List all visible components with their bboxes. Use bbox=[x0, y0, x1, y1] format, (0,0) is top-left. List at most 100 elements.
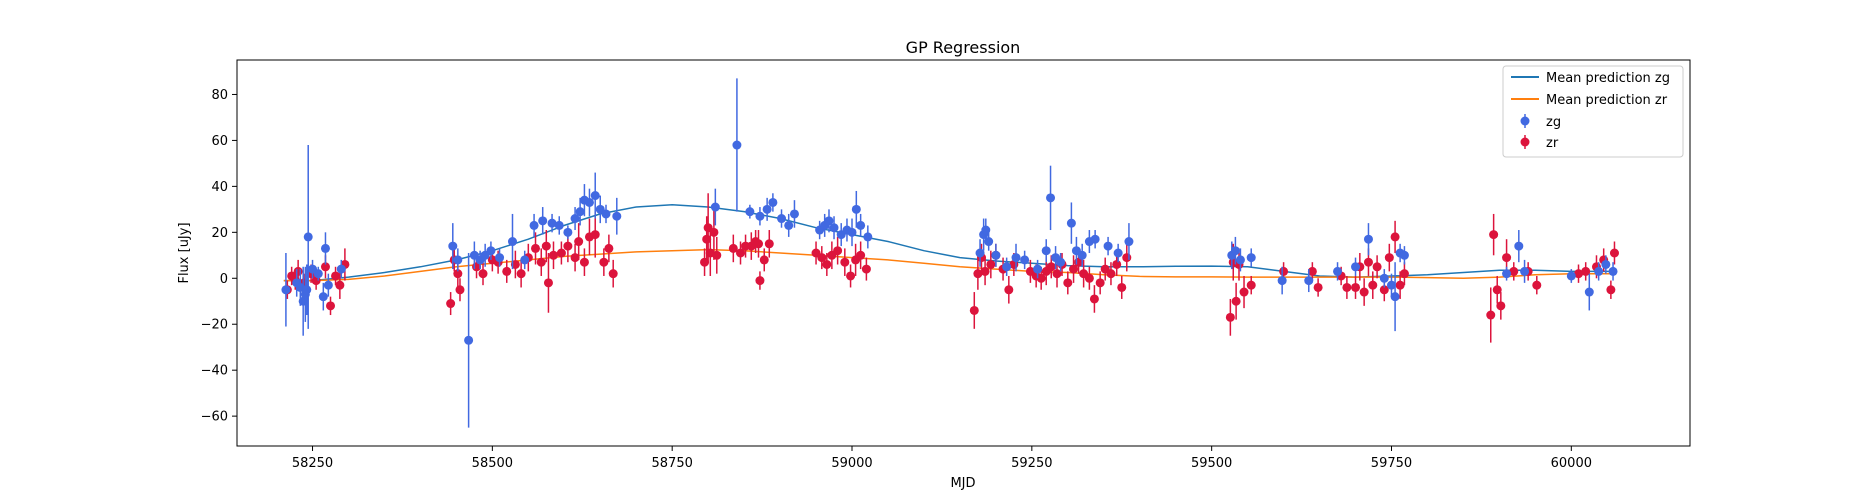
zr-point bbox=[1117, 282, 1127, 292]
zg-point bbox=[495, 253, 505, 263]
x-axis-ticks: 58250 58500 58750 59000 59250 59500 59750 60000 bbox=[292, 446, 1592, 471]
zg-point bbox=[584, 197, 594, 207]
zg-point bbox=[863, 232, 873, 242]
zr-point bbox=[502, 266, 512, 276]
x-tick-label: 59750 bbox=[1371, 456, 1412, 471]
zr-point bbox=[753, 239, 763, 249]
zg-point bbox=[762, 204, 772, 214]
zg-point bbox=[1002, 262, 1012, 272]
zr-point bbox=[1502, 253, 1512, 263]
zg-point bbox=[313, 269, 323, 279]
zg-point bbox=[281, 285, 291, 295]
zr-point bbox=[1486, 310, 1496, 320]
zr-point bbox=[1052, 269, 1062, 279]
zg-point bbox=[336, 264, 346, 274]
zr-point bbox=[563, 241, 573, 251]
legend-label-zr: zr bbox=[1546, 136, 1559, 151]
zg-point bbox=[847, 227, 857, 237]
zg-point bbox=[732, 140, 742, 150]
zg-point bbox=[768, 197, 778, 207]
zr-point bbox=[822, 259, 832, 269]
zr-point bbox=[1496, 301, 1506, 311]
zr-point bbox=[1313, 282, 1323, 292]
zr-point bbox=[1368, 280, 1378, 290]
x-tick-label: 60000 bbox=[1551, 456, 1592, 471]
zg-point bbox=[755, 211, 765, 221]
zg-point bbox=[303, 232, 313, 242]
zr-point bbox=[1509, 266, 1519, 276]
zr-point bbox=[548, 250, 558, 260]
zr-point bbox=[599, 257, 609, 267]
zr-point bbox=[1384, 253, 1394, 263]
zr-point bbox=[1379, 285, 1389, 295]
zr-point bbox=[1046, 262, 1056, 272]
zr-point bbox=[861, 264, 871, 274]
plot-frame bbox=[236, 59, 1691, 447]
legend-label-mean-zg: Mean prediction zg bbox=[1546, 71, 1670, 86]
zr-point bbox=[980, 266, 990, 276]
zg-point bbox=[1230, 246, 1240, 256]
legend: Mean prediction zg Mean prediction zr zg… bbox=[1502, 65, 1684, 158]
zr-point bbox=[331, 271, 341, 281]
x-tick-label: 58500 bbox=[472, 456, 513, 471]
zr-point bbox=[1372, 262, 1382, 272]
zg-point bbox=[1246, 253, 1256, 263]
zr-point bbox=[446, 299, 456, 309]
x-tick-label: 59250 bbox=[1011, 456, 1052, 471]
zg-point bbox=[824, 216, 834, 226]
zr-point bbox=[759, 255, 769, 265]
zr-point bbox=[1231, 296, 1241, 306]
zg-point bbox=[984, 237, 994, 247]
zr-point bbox=[335, 280, 345, 290]
y-axis-ticks: −60 −40 −20 0 20 40 60 80 bbox=[201, 88, 237, 425]
zr-point bbox=[531, 243, 541, 253]
zg-point bbox=[448, 241, 458, 251]
zg-point bbox=[1390, 292, 1400, 302]
zg-point bbox=[1046, 193, 1056, 203]
zg-point bbox=[1379, 273, 1389, 283]
zg-point bbox=[601, 209, 611, 219]
zr-point bbox=[1606, 285, 1616, 295]
zr-point bbox=[1399, 269, 1409, 279]
zr-point bbox=[1063, 278, 1073, 288]
zg-point bbox=[1520, 266, 1530, 276]
zg-point bbox=[981, 225, 991, 235]
zr-point bbox=[709, 227, 719, 237]
zg-point bbox=[453, 255, 463, 265]
zg-point bbox=[1566, 271, 1576, 281]
chart-title: GP Regression bbox=[906, 38, 1021, 57]
zg-point bbox=[612, 211, 622, 221]
zg-point bbox=[570, 214, 580, 224]
zg-point bbox=[563, 227, 573, 237]
zr-point bbox=[1581, 266, 1591, 276]
zg-point bbox=[1351, 262, 1361, 272]
zg-point bbox=[1584, 287, 1594, 297]
y-tick-label: −20 bbox=[201, 318, 228, 333]
zr-point bbox=[1095, 278, 1105, 288]
zr-point bbox=[478, 269, 488, 279]
zr-point bbox=[543, 278, 553, 288]
zr-point bbox=[541, 241, 551, 251]
zr-point bbox=[817, 253, 827, 263]
zg-point bbox=[1011, 253, 1021, 263]
legend-marker-zg bbox=[1520, 114, 1530, 128]
zr-point bbox=[969, 305, 979, 315]
zg-point bbox=[1601, 259, 1611, 269]
zg-point bbox=[486, 246, 496, 256]
zg-point bbox=[991, 250, 1001, 260]
zg-point bbox=[1333, 266, 1343, 276]
zr-point bbox=[1395, 280, 1405, 290]
zg-point bbox=[789, 209, 799, 219]
zr-point bbox=[856, 250, 866, 260]
zg-point bbox=[1041, 246, 1051, 256]
zr-point bbox=[1351, 282, 1361, 292]
zr-point bbox=[574, 237, 584, 247]
zg-point bbox=[745, 207, 755, 217]
zr-point bbox=[1307, 266, 1317, 276]
zr-point bbox=[590, 230, 600, 240]
zr-point bbox=[840, 257, 850, 267]
zg-point bbox=[975, 248, 985, 258]
zg-point bbox=[1124, 237, 1134, 247]
zg-point bbox=[1103, 241, 1113, 251]
zr-point bbox=[1122, 253, 1132, 263]
